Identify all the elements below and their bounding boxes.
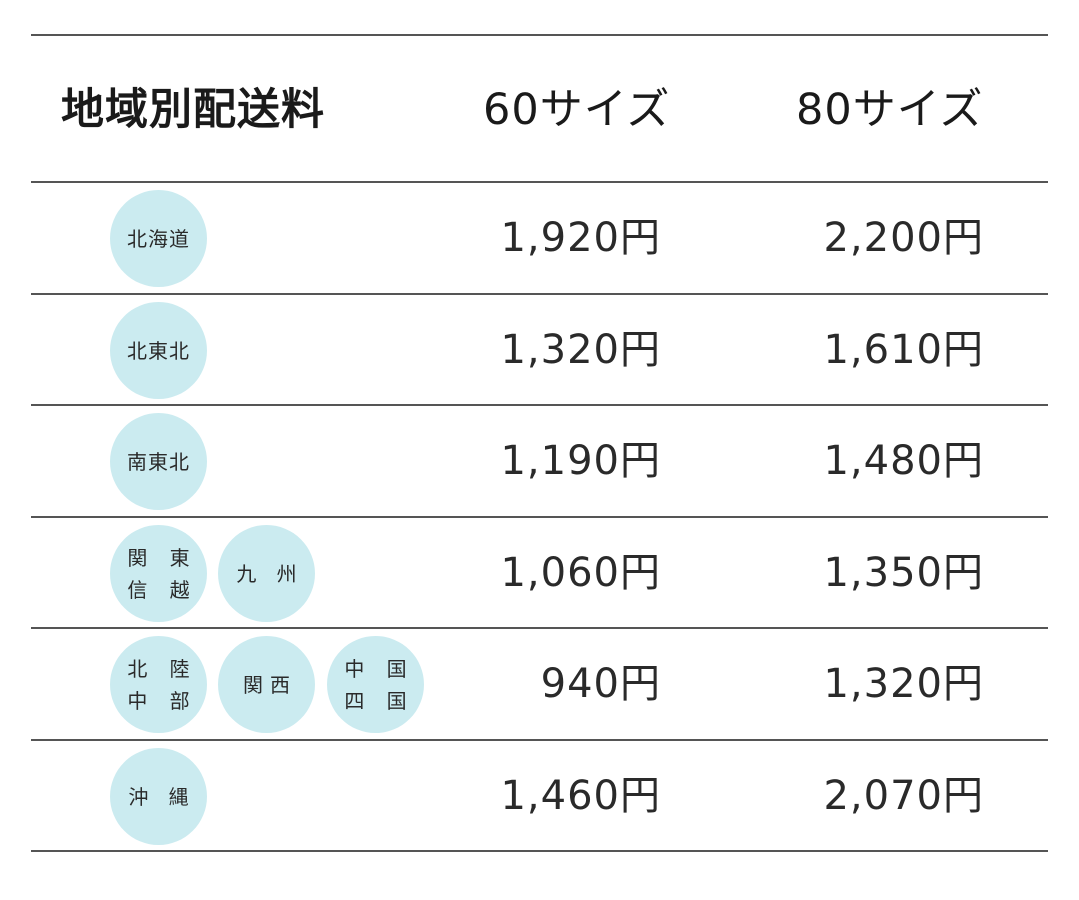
price-80: 1,610円 <box>823 327 984 373</box>
table-row: 北海道 1,920円 2,200円 <box>31 183 1048 294</box>
region-bubble-kita-tohoku: 北東北 <box>110 302 207 399</box>
price-60: 1,460円 <box>500 773 661 819</box>
price-60: 1,190円 <box>500 438 661 484</box>
table-row: 関 東 信 越 九 州 1,060円 1,350円 <box>31 518 1048 629</box>
row-rule <box>31 516 1048 518</box>
region-bubble-kanto-shinetsu: 関 東 信 越 <box>110 525 207 622</box>
price-80: 1,480円 <box>823 438 984 484</box>
header-size-60: 60サイズ <box>483 85 671 135</box>
price-60: 940円 <box>540 661 661 707</box>
price-80: 1,350円 <box>823 550 984 596</box>
price-80: 2,070円 <box>823 773 984 819</box>
table-row: 北東北 1,320円 1,610円 <box>31 295 1048 406</box>
price-60: 1,320円 <box>500 327 661 373</box>
region-bubble-minami-tohoku: 南東北 <box>110 413 207 510</box>
bottom-rule <box>31 850 1048 852</box>
row-rule <box>31 293 1048 295</box>
region-bubble-kansai: 関西 <box>218 636 315 733</box>
header-size-80: 80サイズ <box>796 85 984 135</box>
region-bubble-chugoku-shikoku: 中 国 四 国 <box>327 636 424 733</box>
top-rule <box>31 34 1048 36</box>
table-row: 沖 縄 1,460円 2,070円 <box>31 741 1048 852</box>
region-bubble-okinawa: 沖 縄 <box>110 748 207 845</box>
price-80: 1,320円 <box>823 661 984 707</box>
header-rule <box>31 181 1048 183</box>
price-60: 1,060円 <box>500 550 661 596</box>
row-rule <box>31 739 1048 741</box>
price-60: 1,920円 <box>500 215 661 261</box>
table-row: 北 陸 中 部 関西 中 国 四 国 940円 1,320円 <box>31 629 1048 740</box>
table-row: 南東北 1,190円 1,480円 <box>31 406 1048 517</box>
region-bubble-hokkaido: 北海道 <box>110 190 207 287</box>
region-bubble-kyushu: 九 州 <box>218 525 315 622</box>
header-region: 地域別配送料 <box>61 85 325 135</box>
row-rule <box>31 404 1048 406</box>
row-rule <box>31 627 1048 629</box>
price-80: 2,200円 <box>823 215 984 261</box>
region-bubble-hokuriku-chubu: 北 陸 中 部 <box>110 636 207 733</box>
